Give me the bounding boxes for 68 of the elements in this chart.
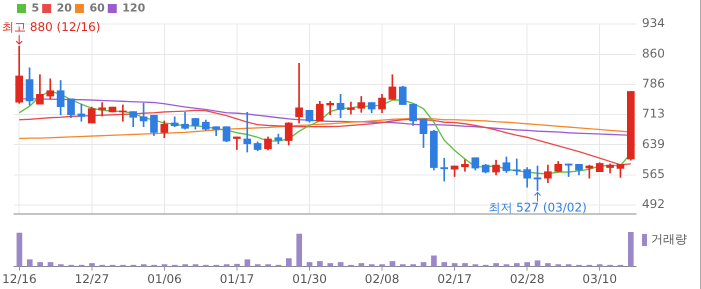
x-tick-label: 02/28 [510,272,544,286]
bar [534,260,540,267]
bar [493,263,499,267]
bar [462,263,468,267]
bar [379,264,385,267]
bar [452,263,458,267]
bar [524,262,530,267]
bar [358,263,364,267]
bar [628,232,634,267]
x-tick-label: 02/08 [364,272,400,286]
bar [162,264,168,267]
legend-label: 60 [89,1,106,14]
bar [244,259,250,267]
y-tick-label: 860 [642,46,665,60]
bar [26,259,33,267]
legend-label: 20 [56,1,72,14]
bar [317,261,323,267]
bar [555,264,562,267]
x-tick-label: 01/17 [220,272,254,286]
bar [545,263,551,267]
bar [16,232,22,267]
bar [89,263,95,267]
x-tick-label: 12/16 [2,272,37,286]
bar [48,262,54,267]
x-tick-label: 03/10 [582,272,618,286]
bar [596,264,603,267]
legend-label: 거래량 [651,232,687,246]
bar [265,264,271,267]
y-tick-label: 786 [642,76,665,91]
bar [58,264,64,267]
x-tick-label: 02/17 [437,272,472,286]
bar [431,256,437,267]
bar [441,262,448,267]
bar [234,264,240,267]
annotation: 최고 880 (12/16) [2,20,100,34]
y-tick-label: 492 [642,196,665,211]
x-tick-label: 01/06 [147,272,182,286]
y-tick-label: 639 [642,136,665,151]
bar [410,264,416,267]
bar [514,263,520,267]
bar [37,262,43,267]
annotation: 최저 527 (03/02) [488,200,587,215]
bar [140,264,147,267]
bar [286,258,292,267]
bar [420,262,426,267]
bar [182,264,188,267]
bar [306,262,312,267]
bar [254,264,261,267]
bar [504,264,510,267]
y-tick-label: 934 [642,16,665,30]
bar [390,261,396,267]
bar [368,264,375,267]
y-tick-label: 713 [642,106,665,121]
bar [338,262,344,267]
bar [566,264,572,267]
bar [472,264,478,267]
x-tick-label: 01/30 [292,272,327,286]
bar [224,264,230,267]
bar [400,264,406,267]
y-tick-label: 565 [642,167,665,182]
bar [296,234,302,267]
legend-label: 120 [122,1,146,14]
candlestick [461,159,469,172]
legend-label: 5 [32,1,40,14]
candlestick [181,112,189,130]
x-tick-label: 12/27 [74,272,110,286]
bar [192,264,198,267]
bar [327,263,334,267]
